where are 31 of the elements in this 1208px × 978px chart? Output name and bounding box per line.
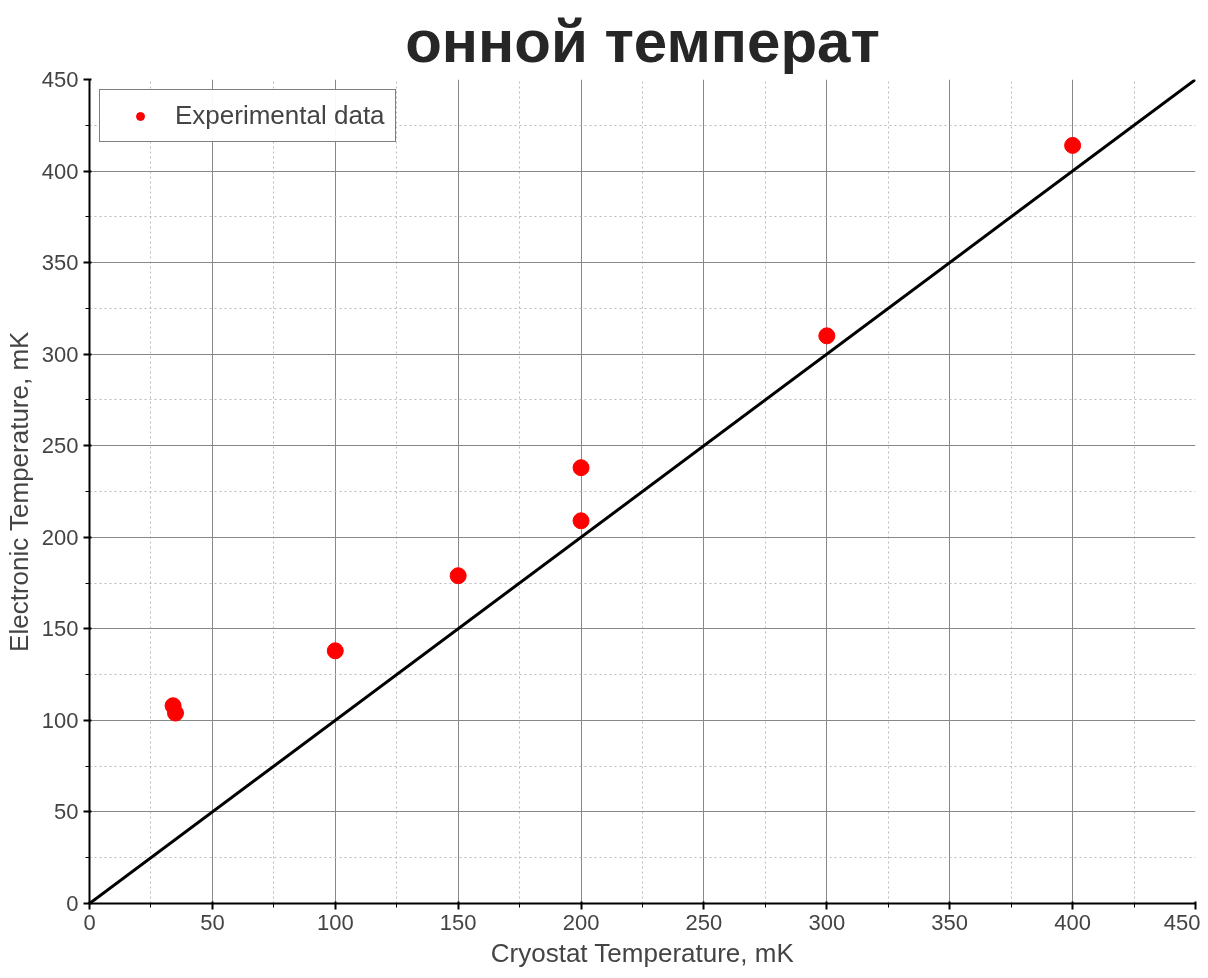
point — [572, 512, 590, 530]
y-axis-title: Electronic Temperature, mK — [3, 330, 34, 652]
y-tick-label: 200 — [41, 524, 79, 550]
y-tick-label: 50 — [54, 799, 79, 825]
point — [572, 459, 590, 477]
x-tick-label: 450 — [1163, 909, 1201, 935]
y-tick-label: 450 — [41, 67, 79, 92]
y-tick-label: 400 — [41, 158, 79, 184]
x-tick-label: 300 — [808, 909, 846, 935]
x-tick-label: 50 — [200, 909, 225, 935]
y-tick-label: 150 — [41, 616, 79, 642]
point — [818, 327, 836, 345]
legend-label: Experimental data — [175, 100, 385, 131]
x-tick-label: 350 — [931, 909, 969, 935]
x-tick-label: 250 — [685, 909, 723, 935]
point — [326, 642, 344, 660]
y-tick-label: 300 — [41, 341, 79, 367]
chart-title: онной температ — [405, 7, 880, 75]
x-axis-title: Cryostat Temperature, mK — [490, 937, 795, 968]
point — [449, 567, 467, 585]
point — [167, 704, 185, 722]
point — [1064, 136, 1082, 154]
x-tick-label: 400 — [1054, 909, 1091, 935]
y-tick-label: 0 — [66, 891, 79, 916]
y-tick-label: 100 — [41, 707, 79, 733]
x-tick-label: 100 — [316, 909, 354, 935]
x-tick-label: 0 — [83, 909, 96, 935]
x-tick-label: 200 — [562, 909, 600, 935]
y-tick-label: 250 — [41, 433, 79, 459]
x-tick-label: 150 — [439, 909, 477, 935]
y-tick-label: 350 — [41, 250, 79, 276]
